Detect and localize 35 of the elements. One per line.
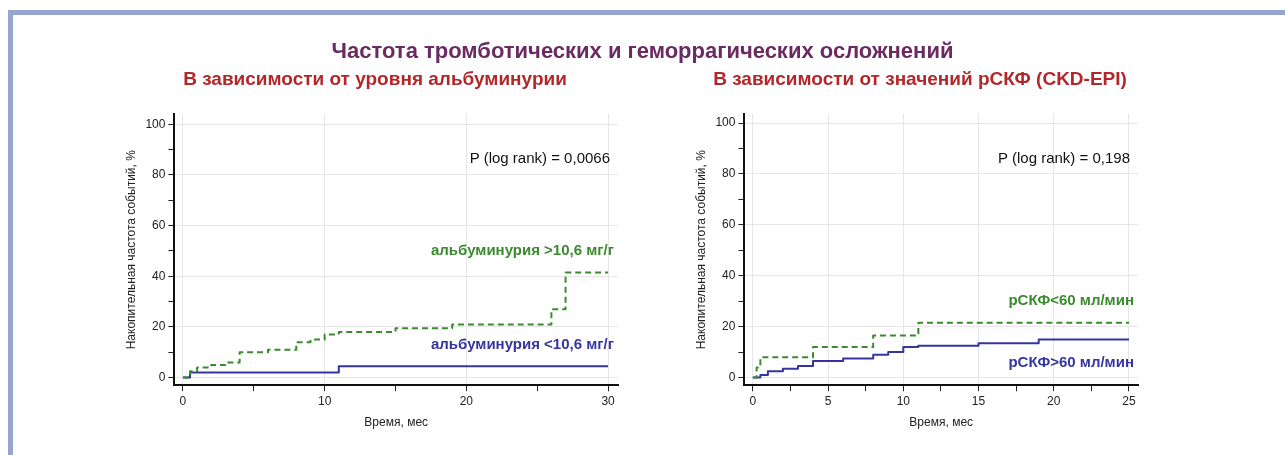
y-tick-label: 60 [152,217,166,232]
x-axis-title: Время, мес [364,415,429,430]
y-tick-label: 20 [152,319,166,334]
x-tick-label: 10 [317,393,332,408]
annotation: P (log rank) = 0,198 [998,149,1130,167]
y-tick-label: 60 [722,217,736,232]
y-tick-label: 0 [728,369,736,384]
y-axis-title: Накопительная частота событий, % [693,149,708,350]
chart-title: Частота тромботических и геморрагических осложнений [330,38,955,64]
x-tick-label: 10 [896,393,911,408]
x-tick-label: 20 [1047,393,1061,408]
y-tick-label: 100 [145,116,166,131]
y-tick-label: 20 [722,318,736,333]
series-label: рСКФ>60 мл/мин [1008,353,1134,371]
y-axis-title: Накопительная частота событий, % [123,149,138,350]
x-tick-label: 25 [1122,393,1136,408]
x-tick-label: 0 [179,393,187,408]
chart-subtitle: В зависимости от уровня альбуминурии [182,68,568,91]
x-tick-label: 15 [971,393,986,408]
series-label: альбуминурия >10,6 мг/г [430,241,614,259]
annotation: P (log rank) = 0,0066 [469,149,610,167]
y-tick-label: 80 [152,167,166,182]
y-tick-label: 100 [715,115,736,130]
y-tick-label: 80 [722,166,736,181]
y-tick-label: 0 [158,369,166,384]
x-tick-label: 5 [824,393,832,408]
x-tick-label: 30 [601,393,616,408]
x-tick-label: 20 [459,393,474,408]
x-axis-title: Время, мес [909,415,974,430]
chart-subtitle: В зависимости от значений рСКФ (CKD-EPI) [712,68,1128,91]
series-label: рСКФ<60 мл/мин [1008,291,1134,309]
series-label: альбуминурия <10,6 мг/г [430,334,614,352]
y-tick-label: 40 [152,268,166,283]
x-tick-label: 0 [749,393,757,408]
y-tick-label: 40 [722,268,736,283]
